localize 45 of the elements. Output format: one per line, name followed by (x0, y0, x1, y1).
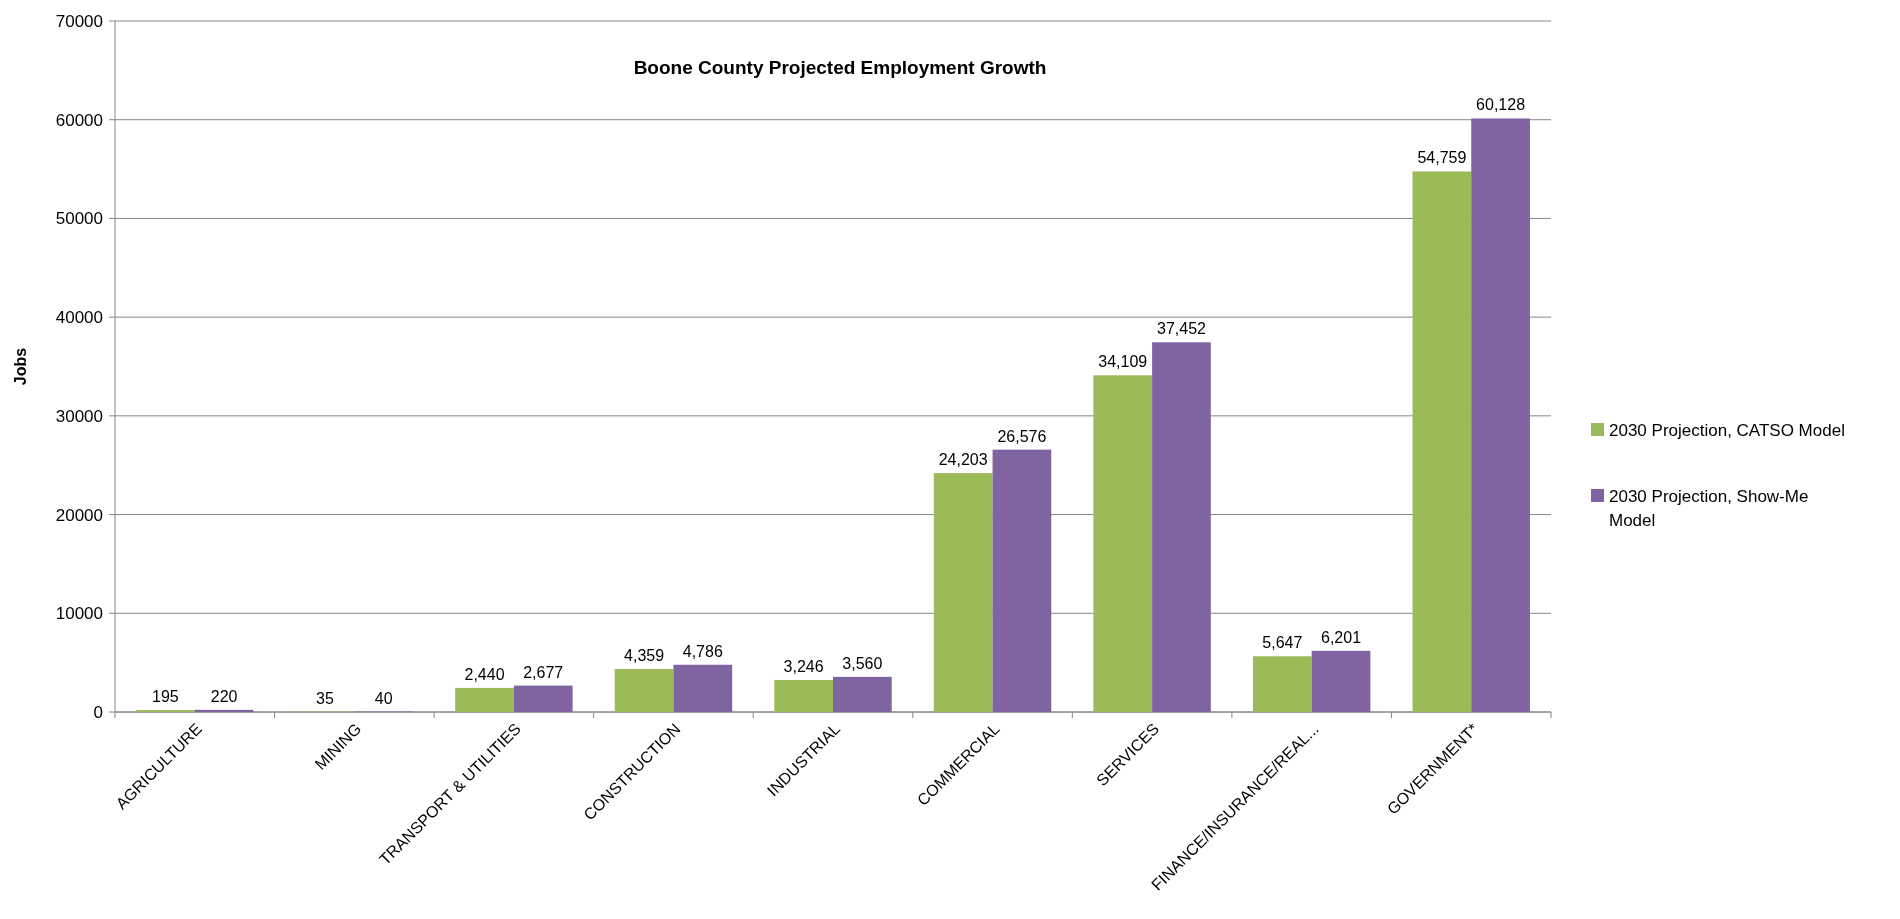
bar (1412, 171, 1472, 712)
y-tick-label: 0 (93, 702, 103, 722)
data-label: 2,677 (523, 663, 564, 681)
bar (1093, 375, 1153, 712)
data-label: 3,246 (783, 657, 824, 675)
bar (833, 676, 892, 712)
y-tick-label: 10000 (55, 604, 103, 624)
data-label: 220 (210, 687, 238, 705)
data-label: 2,440 (464, 665, 505, 683)
y-tick-label: 70000 (55, 11, 103, 31)
data-label: 54,759 (1417, 149, 1467, 167)
data-label: 40 (374, 689, 393, 707)
data-label: 26,576 (997, 427, 1047, 445)
legend-label: 2030 Projection, CATSO Model (1609, 420, 1845, 440)
bar (1152, 342, 1211, 712)
data-label: 60,128 (1476, 96, 1526, 114)
y-tick-label: 50000 (55, 209, 103, 229)
data-label: 3,560 (842, 654, 883, 672)
data-label: 4,359 (624, 646, 665, 664)
data-label: 37,452 (1157, 320, 1207, 338)
y-axis-title: Jobs (12, 347, 29, 386)
bar (1311, 650, 1371, 712)
data-label: 195 (152, 688, 179, 706)
data-label: 4,786 (682, 642, 723, 660)
bar (992, 449, 1052, 712)
bar (513, 685, 573, 712)
data-label: 34,109 (1098, 353, 1148, 371)
data-label: 5,647 (1262, 634, 1303, 652)
bar (614, 668, 674, 712)
bar (933, 473, 993, 712)
y-tick-label: 30000 (55, 406, 103, 426)
y-tick-label: 20000 (55, 505, 103, 525)
legend-label: 2030 Projection, Show-Me Model (1609, 486, 1809, 530)
y-tick-label: 60000 (55, 110, 103, 130)
bar (1252, 656, 1312, 712)
data-label: 35 (316, 689, 334, 707)
bar (1471, 118, 1530, 712)
bar (774, 679, 833, 712)
bar (194, 709, 254, 712)
text: Boone County Projected Employment Growth (633, 57, 1047, 78)
data-label: 24,203 (938, 451, 988, 469)
bar (673, 664, 733, 712)
data-label: 6,201 (1321, 628, 1362, 646)
bar (455, 687, 514, 712)
y-tick-label: 40000 (55, 308, 103, 328)
